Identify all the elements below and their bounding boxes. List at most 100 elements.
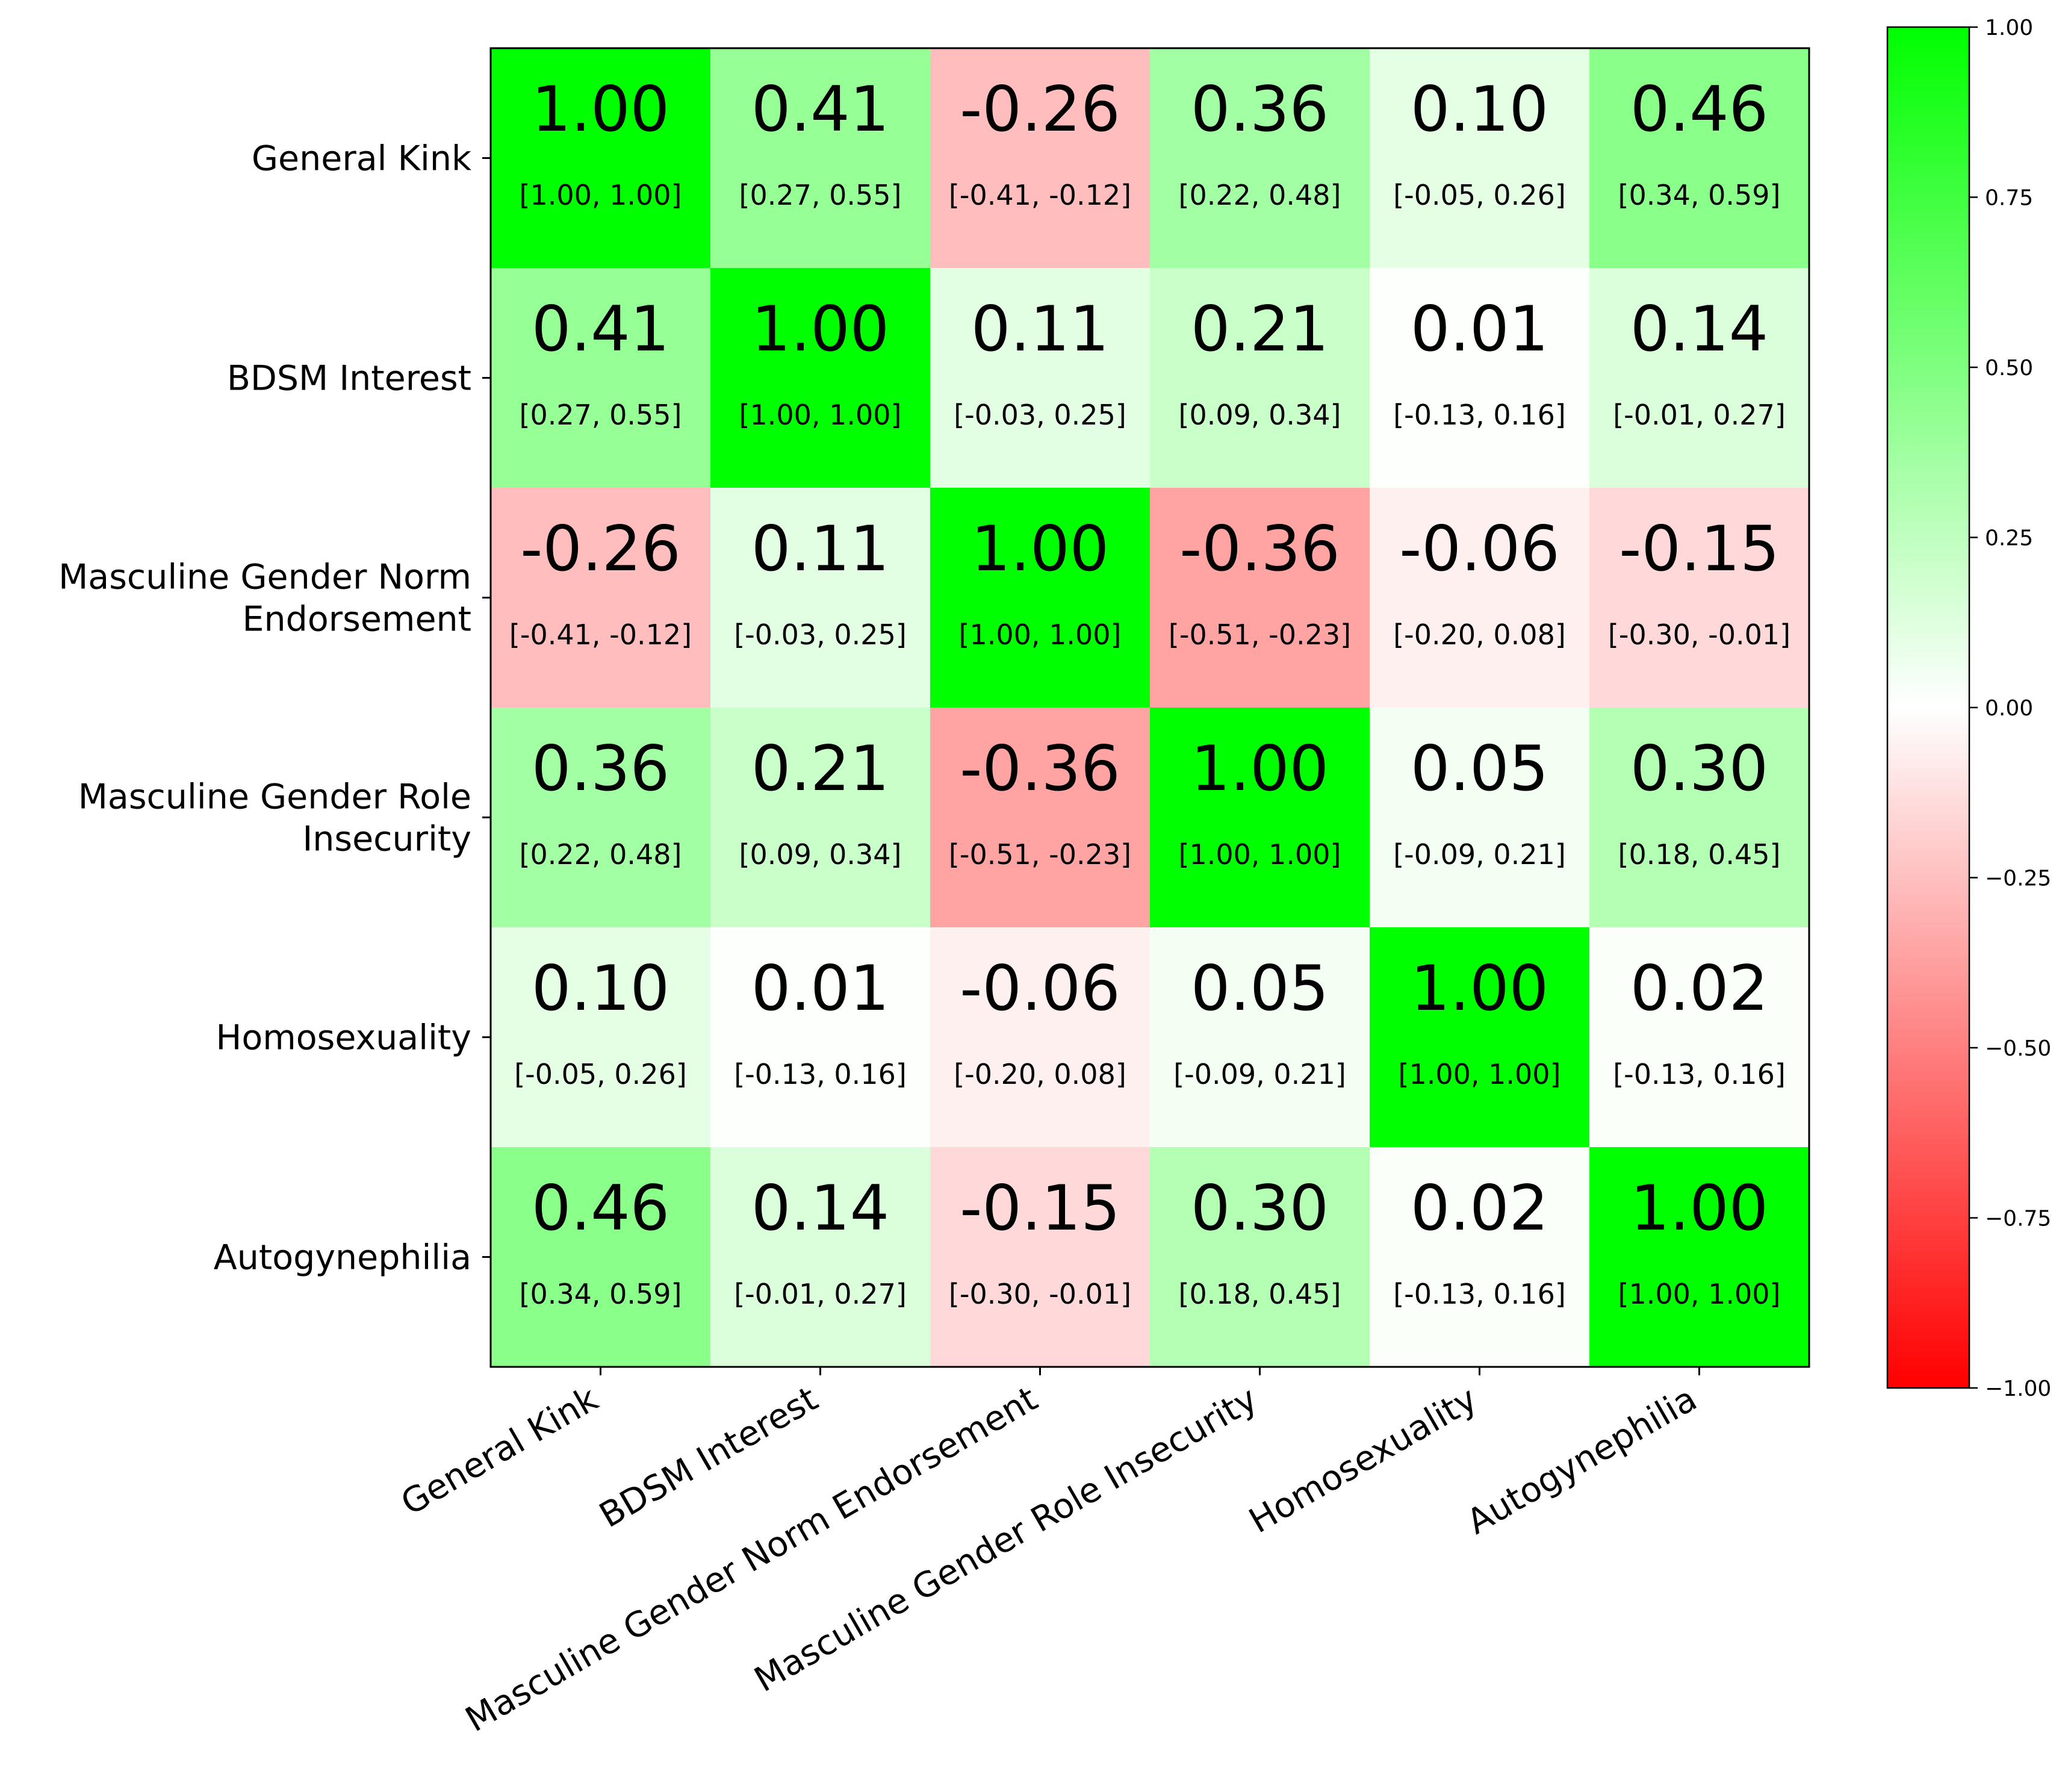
heatmap-cell <box>930 268 1150 488</box>
heatmap-cells <box>491 48 1809 1367</box>
y-tick-label: Autogynephilia <box>214 1238 471 1278</box>
cell-value-label: 0.36 <box>1191 73 1329 146</box>
cell-ci-label: [-0.01, 0.27] <box>734 1278 907 1310</box>
cell-value-label: -0.15 <box>1619 513 1780 585</box>
heatmap-cell <box>1370 488 1589 708</box>
heatmap-cell <box>930 48 1150 268</box>
heatmap-cell <box>930 708 1150 927</box>
cell-value-label: 0.01 <box>1411 293 1548 366</box>
cell-value-label: 0.36 <box>532 733 669 805</box>
cell-value-label: 0.14 <box>751 1172 889 1245</box>
cell-ci-label: [-0.41, -0.12] <box>509 618 692 651</box>
heatmap-cell <box>491 268 710 488</box>
heatmap-cell <box>1589 488 1809 708</box>
cell-ci-label: [-0.13, 0.16] <box>1613 1058 1786 1090</box>
cell-value-label: 0.41 <box>532 293 669 366</box>
cell-value-label: -0.26 <box>520 513 681 585</box>
heatmap-cell <box>710 1147 930 1367</box>
cell-ci-label: [0.09, 0.34] <box>1179 399 1341 431</box>
y-axis-ticks: General Kink BDSM Interest Masculine Gende… <box>58 139 491 1278</box>
heatmap-cell <box>491 488 710 708</box>
cell-ci-label: [1.00, 1.00] <box>959 618 1122 651</box>
heatmap-cell <box>1589 268 1809 488</box>
cell-ci-label: [-0.13, 0.16] <box>1393 399 1566 431</box>
x-tick-label: BDSM Interest <box>593 1379 825 1535</box>
cell-ci-label: [0.34, 0.59] <box>520 1278 682 1310</box>
cell-value-label: -0.36 <box>960 733 1120 805</box>
heatmap-cell <box>1589 927 1809 1147</box>
y-tick-label: Endorsement <box>243 600 471 639</box>
cell-value-label: 0.21 <box>751 733 889 805</box>
cell-ci-label: [1.00, 1.00] <box>520 179 682 211</box>
cell-ci-label: [1.00, 1.00] <box>1179 838 1341 871</box>
heatmap-cell <box>1150 268 1370 488</box>
y-tick-label: General Kink <box>252 139 471 179</box>
colorbar-tick-label: 0.00 <box>1985 696 2033 721</box>
cell-value-label: 0.30 <box>1630 733 1768 805</box>
y-tick-label: Insecurity <box>302 820 471 859</box>
colorbar-tick-label: −1.00 <box>1985 1377 2051 1401</box>
cell-ci-label: [-0.30, -0.01] <box>949 1278 1131 1310</box>
heatmap-cell <box>1589 1147 1809 1367</box>
cell-value-label: 0.05 <box>1411 733 1548 805</box>
cell-value-label: 1.00 <box>1411 953 1548 1025</box>
cell-value-label: -0.26 <box>960 73 1120 146</box>
colorbar-ticks: 1.00 0.75 0.50 0.25 0.00 −0.25 −0.50 −0.75 −1.00 <box>1969 16 2051 1401</box>
colorbar-tick-label: 0.25 <box>1985 526 2033 551</box>
cell-ci-label: [1.00, 1.00] <box>1399 1058 1561 1090</box>
heatmap-cell <box>710 927 930 1147</box>
colorbar <box>1886 26 1970 1389</box>
heatmap-cell <box>1150 708 1370 927</box>
cell-value-label: 0.46 <box>1630 73 1768 146</box>
cell-ci-label: [-0.05, 0.26] <box>514 1058 687 1090</box>
heatmap-cell-labels: 1.00 [1.00, 1.00] 0.41 [0.27, 0.55] -0.26 [-0… <box>509 73 1790 1310</box>
heatmap-cell <box>1150 927 1370 1147</box>
heatmap-cell <box>1370 708 1589 927</box>
cell-value-label: 0.21 <box>1191 293 1329 366</box>
heatmap-cell <box>1589 708 1809 927</box>
cell-ci-label: [0.27, 0.55] <box>739 179 902 211</box>
cell-ci-label: [-0.03, 0.25] <box>954 399 1126 431</box>
cell-value-label: 0.11 <box>971 293 1109 366</box>
cell-value-label: -0.06 <box>960 953 1120 1025</box>
colorbar-tick-label: 0.50 <box>1985 356 2033 381</box>
cell-ci-label: [-0.13, 0.16] <box>1393 1278 1566 1310</box>
cell-value-label: 0.46 <box>532 1172 669 1245</box>
cell-ci-label: [-0.13, 0.16] <box>734 1058 907 1090</box>
y-tick-label: Masculine Gender Norm <box>58 558 471 597</box>
cell-ci-label: [-0.05, 0.26] <box>1393 179 1566 211</box>
cell-value-label: 1.00 <box>751 293 889 366</box>
cell-value-label: -0.36 <box>1179 513 1340 585</box>
cell-value-label: 0.30 <box>1191 1172 1329 1245</box>
cell-ci-label: [-0.20, 0.08] <box>954 1058 1126 1090</box>
colorbar-tick-label: −0.75 <box>1985 1207 2051 1231</box>
heatmap-cell <box>1370 48 1589 268</box>
heatmap-cell <box>930 1147 1150 1367</box>
colorbar-tick-label: −0.25 <box>1985 866 2051 891</box>
y-tick-label: Homosexuality <box>216 1018 471 1058</box>
heatmap-cell <box>710 488 930 708</box>
cell-ci-label: [-0.09, 0.21] <box>1393 838 1566 871</box>
y-tick-label: Masculine Gender Role <box>78 777 471 817</box>
cell-ci-label: [0.18, 0.45] <box>1618 838 1781 871</box>
cell-ci-label: [0.22, 0.48] <box>1179 179 1341 211</box>
cell-ci-label: [-0.20, 0.08] <box>1393 618 1566 651</box>
heatmap-cell <box>1370 927 1589 1147</box>
cell-value-label: 0.01 <box>751 953 889 1025</box>
cell-ci-label: [-0.51, -0.23] <box>949 838 1131 871</box>
colorbar-tick-label: 1.00 <box>1985 16 2033 40</box>
cell-value-label: 1.00 <box>532 73 669 146</box>
cell-ci-label: [0.27, 0.55] <box>520 399 682 431</box>
x-tick-label: Autogynephilia <box>1461 1379 1704 1542</box>
cell-value-label: 0.05 <box>1191 953 1329 1025</box>
cell-value-label: 0.02 <box>1630 953 1768 1025</box>
heatmap-cell <box>1370 1147 1589 1367</box>
heatmap-cell <box>930 927 1150 1147</box>
cell-ci-label: [1.00, 1.00] <box>739 399 902 431</box>
cell-ci-label: [1.00, 1.00] <box>1618 1278 1781 1310</box>
heatmap-cell <box>1589 48 1809 268</box>
cell-value-label: 0.11 <box>751 513 889 585</box>
cell-value-label: -0.15 <box>960 1172 1120 1245</box>
